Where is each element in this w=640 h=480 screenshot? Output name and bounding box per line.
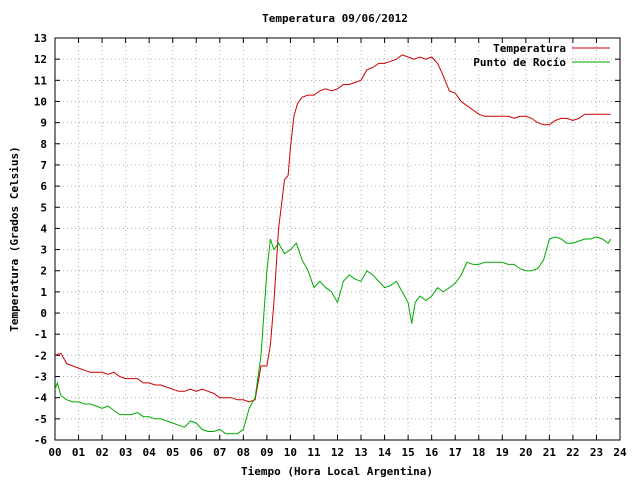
x-tick-label: 21 [543,446,557,459]
y-tick-label: 13 [34,32,47,45]
y-tick-label: 3 [40,244,47,257]
x-tick-label: 22 [566,446,579,459]
grid [55,38,620,440]
x-tick-label: 02 [95,446,108,459]
axis-ticks: 00 01 02 03 04 05 06 07 08 09 10 11 12 13 14 15 16 17 18 19… [34,32,627,459]
x-tick-label: 17 [449,446,462,459]
legend-label-temperatura: Temperatura [493,42,566,55]
x-tick-label: 03 [119,446,132,459]
x-tick-label: 05 [166,446,179,459]
x-tick-label: 01 [72,446,86,459]
y-tick-label: 11 [34,74,48,87]
x-tick-label: 08 [237,446,250,459]
series-line-punto-de-rocio [54,236,612,435]
y-tick-label: 10 [34,95,47,108]
y-axis-label: Temperatura (Grados Celsius) [8,146,21,331]
y-tick-label: 6 [40,180,47,193]
x-tick-label: 24 [613,446,627,459]
y-tick-label: -2 [34,349,47,362]
y-tick-label: 0 [40,307,47,320]
x-tick-label: 23 [590,446,603,459]
y-tick-label: 9 [40,117,47,130]
x-tick-label: 19 [496,446,509,459]
y-tick-label: 8 [40,138,47,151]
x-tick-label: 06 [190,446,204,459]
x-axis-label: Tiempo (Hora Local Argentina) [241,465,433,478]
x-tick-label: 10 [284,446,297,459]
y-tick-label: 12 [34,53,47,66]
x-tick-label: 13 [354,446,367,459]
x-tick-label: 00 [48,446,61,459]
x-tick-label: 15 [402,446,415,459]
x-tick-label: 12 [331,446,344,459]
y-tick-label: -1 [34,328,48,341]
x-tick-label: 18 [472,446,485,459]
y-tick-label: 4 [40,222,47,235]
x-tick-label: 16 [425,446,439,459]
legend: Temperatura Punto de Rocío [473,42,610,69]
series-line-temperatura [54,54,611,403]
x-tick-label: 20 [519,446,532,459]
x-tick-label: 11 [307,446,321,459]
legend-label-punto-de-rocio: Punto de Rocío [473,56,566,69]
x-tick-label: 09 [260,446,273,459]
y-tick-label: -3 [34,371,47,384]
y-tick-label: -5 [34,413,47,426]
x-tick-label: 04 [143,446,157,459]
y-tick-label: 1 [40,286,47,299]
y-tick-label: 2 [40,265,47,278]
series-lines [54,54,612,435]
x-tick-label: 07 [213,446,226,459]
y-tick-label: -4 [34,392,48,405]
y-tick-label: 7 [40,159,47,172]
y-tick-label: 5 [40,201,47,214]
chart-title: Temperatura 09/06/2012 [262,12,408,25]
x-tick-label: 14 [378,446,392,459]
y-tick-label: -6 [34,434,48,447]
